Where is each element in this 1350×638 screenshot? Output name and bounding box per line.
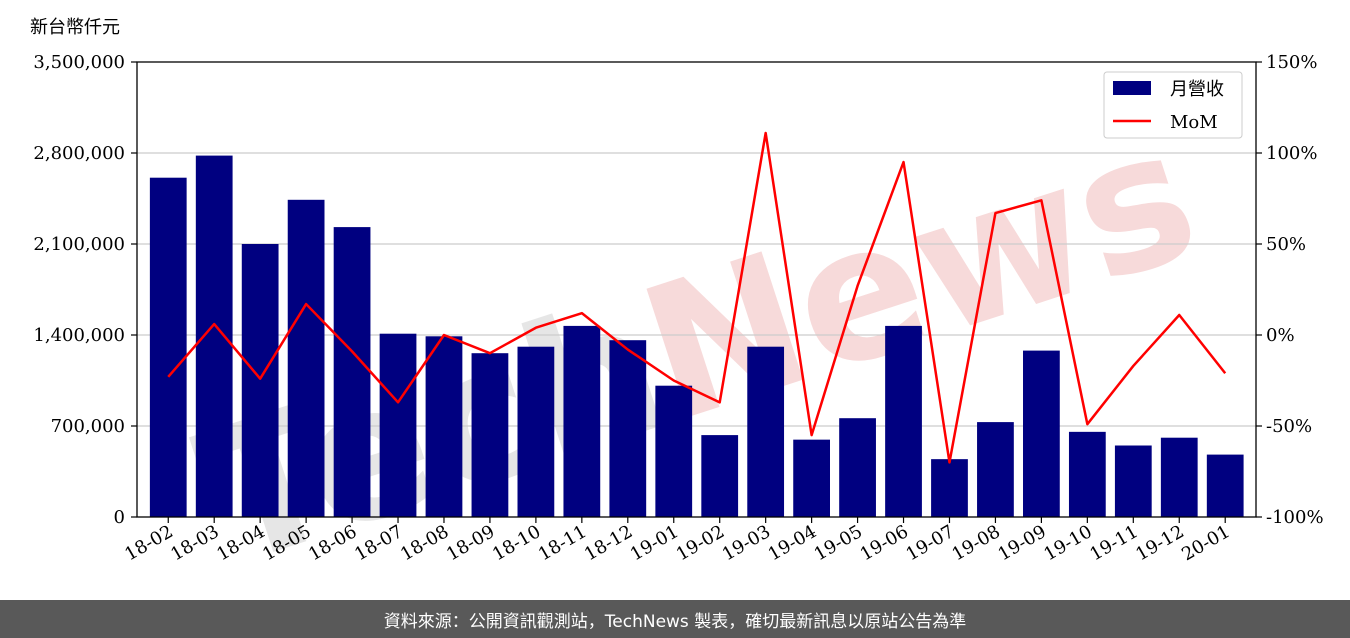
legend-label-revenue: 月營收 <box>1170 79 1224 100</box>
source-footer: 資料來源：公開資訊觀測站，TechNews 製表，確切最新訊息以原站公告為準 <box>0 600 1350 638</box>
left-tick-label: 3,500,000 <box>33 52 125 73</box>
revenue-bar <box>241 244 279 517</box>
revenue-bar <box>517 346 555 517</box>
x-tick-label: 19-06 <box>857 521 912 565</box>
x-tick-label: 19-12 <box>1132 521 1187 565</box>
x-tick-label: 19-07 <box>903 521 958 565</box>
left-tick-label: 2,100,000 <box>33 234 125 255</box>
right-tick-label: -100% <box>1266 507 1324 528</box>
legend-swatch-revenue <box>1113 81 1151 95</box>
revenue-bar <box>425 336 463 517</box>
revenue-bar <box>563 325 601 517</box>
right-tick-label: 50% <box>1266 234 1306 255</box>
legend-label-mom: MoM <box>1170 112 1218 133</box>
footer-text: 資料來源：公開資訊觀測站，TechNews 製表，確切最新訊息以原站公告為準 <box>383 611 967 632</box>
revenue-bar <box>1023 350 1060 517</box>
x-tick-label: 19-03 <box>719 521 774 565</box>
legend: 月營收 MoM <box>1103 71 1243 139</box>
revenue-bar <box>655 385 693 517</box>
revenue-bar <box>931 459 968 517</box>
revenue-bar <box>1114 445 1152 517</box>
x-tick-label: 20-01 <box>1178 521 1233 565</box>
right-tick-label: 100% <box>1266 143 1317 164</box>
x-tick-label: 19-05 <box>811 521 866 565</box>
x-tick-label: 19-04 <box>765 521 820 565</box>
revenue-bar <box>793 439 830 517</box>
x-tick-label: 19-09 <box>994 521 1049 565</box>
revenue-bar <box>609 340 647 517</box>
x-tick-label: 19-02 <box>673 521 728 565</box>
revenue-bar <box>1068 431 1106 517</box>
revenue-bar <box>333 227 371 517</box>
x-tick-label: 19-10 <box>1040 521 1095 565</box>
technews-watermark: Tech News <box>177 85 1220 600</box>
revenue-bar <box>1160 437 1198 517</box>
revenue-bar <box>195 155 233 517</box>
left-axis-unit-label: 新台幣仟元 <box>30 17 120 38</box>
revenue-bar <box>379 333 417 517</box>
x-tick-label: 19-01 <box>627 521 682 565</box>
revenue-bar <box>885 325 922 517</box>
right-tick-label: -50% <box>1266 416 1312 437</box>
right-tick-label: 0% <box>1266 325 1295 346</box>
left-axis: 0 700,000 1,400,000 2,100,000 2,800,000 3,500… <box>33 52 137 528</box>
revenue-bar <box>287 199 325 518</box>
revenue-bar <box>471 353 509 517</box>
revenue-bar <box>839 418 876 517</box>
x-tick-label: 19-08 <box>948 521 1003 565</box>
x-tick-label: 18-11 <box>535 521 590 565</box>
right-axis: -100% -50% 0% 50% 100% 150% <box>1256 52 1324 528</box>
x-tick-label: 19-11 <box>1086 521 1141 565</box>
mom-line <box>167 131 1227 464</box>
x-tick-label: 18-03 <box>167 521 222 565</box>
revenue-bar <box>977 422 1014 517</box>
revenue-bar <box>701 435 739 517</box>
chart: Tech News 新台幣仟元 0 700,000 1,400,000 2,100,0… <box>30 17 1324 600</box>
plot-frame <box>136 61 1257 518</box>
revenue-bar <box>149 177 187 517</box>
left-tick-label: 0 <box>114 507 125 528</box>
x-tick-label: 18-02 <box>121 521 176 565</box>
x-tick-label: 18-10 <box>489 521 544 565</box>
revenue-bar <box>1206 454 1244 517</box>
left-tick-label: 1,400,000 <box>33 325 125 346</box>
mom-line-series <box>167 131 1227 464</box>
left-tick-label: 700,000 <box>51 416 125 437</box>
right-tick-label: 150% <box>1266 52 1317 73</box>
x-tick-label: 18-12 <box>581 521 636 565</box>
revenue-bar <box>747 346 785 517</box>
left-tick-label: 2,800,000 <box>33 143 125 164</box>
